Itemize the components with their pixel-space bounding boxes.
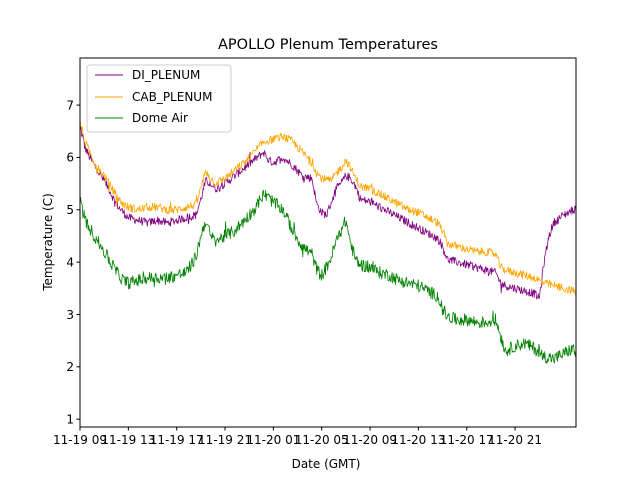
x-tick-label: 11-19 21 xyxy=(198,433,252,447)
x-tick-label: 11-19 13 xyxy=(101,433,155,447)
x-axis-label: Date (GMT) xyxy=(292,457,361,471)
x-tick-label: 11-20 01 xyxy=(246,433,300,447)
y-tick-label: 7 xyxy=(66,98,74,112)
x-tick-label: 11-20 13 xyxy=(391,433,445,447)
x-tick-label: 11-20 21 xyxy=(488,433,542,447)
x-tick-label: 11-20 09 xyxy=(343,433,397,447)
series-line-cab-plenum xyxy=(80,118,576,296)
legend-label-di-plenum: DI_PLENUM xyxy=(132,68,200,82)
series-layer xyxy=(80,118,576,364)
plot-area-frame xyxy=(79,57,577,428)
series-line-dome-air xyxy=(80,189,576,364)
y-tick-label: 1 xyxy=(66,412,74,426)
series-line-di-plenum xyxy=(80,124,576,300)
x-tick-label: 11-20 17 xyxy=(440,433,494,447)
chart-title: APOLLO Plenum Temperatures xyxy=(218,37,438,53)
y-axis-label: Temperature (C) xyxy=(41,193,55,292)
legend-label-cab-plenum: CAB_PLENUM xyxy=(132,90,212,104)
y-tick-label: 6 xyxy=(66,151,74,165)
legend: DI_PLENUM CAB_PLENUM Dome Air xyxy=(86,64,232,133)
x-tick-label: 11-19 17 xyxy=(150,433,204,447)
y-axis: 1 2 3 4 5 6 7 xyxy=(66,98,80,426)
y-tick-label: 4 xyxy=(66,255,74,269)
y-tick-label: 2 xyxy=(66,360,74,374)
x-tick-label: 11-20 05 xyxy=(295,433,349,447)
y-tick-label: 5 xyxy=(66,203,74,217)
x-tick-label: 11-19 09 xyxy=(53,433,107,447)
legend-frame xyxy=(86,64,232,133)
y-tick-label: 3 xyxy=(66,308,74,322)
legend-label-dome-air: Dome Air xyxy=(132,111,188,125)
